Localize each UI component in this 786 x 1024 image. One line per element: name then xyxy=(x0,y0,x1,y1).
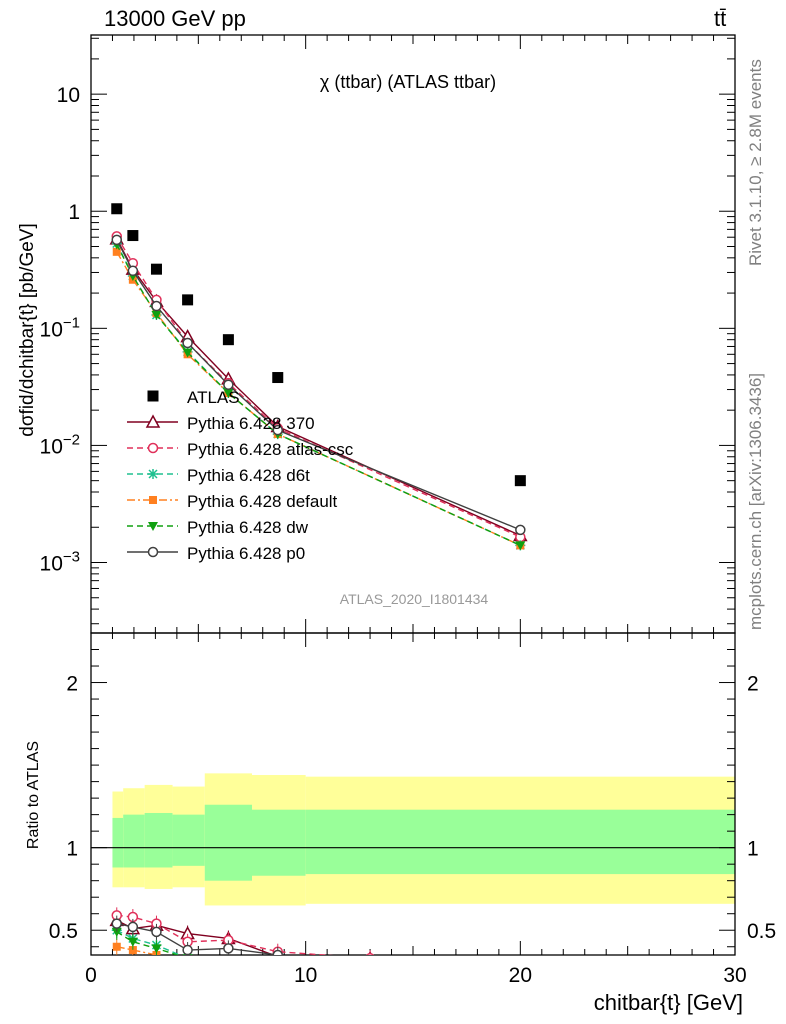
legend-label-ATLAS: ATLAS xyxy=(187,388,240,407)
legend-marker-d6t xyxy=(148,469,158,479)
point-p0 xyxy=(515,524,526,536)
ratio-y-tick-label-right: 0.5 xyxy=(747,920,776,943)
legend-marker-370 xyxy=(145,414,161,428)
ratio-series-group xyxy=(109,907,375,955)
y-axis-label: dσfid/dchitbar{t} [pb/GeV] xyxy=(17,223,38,436)
legend-marker-default xyxy=(149,496,157,504)
uncertainty-band-inner xyxy=(144,812,173,868)
point-ATLAS xyxy=(150,263,162,275)
uncertainty-band-inner xyxy=(252,809,306,876)
x-tick-label: 0 xyxy=(85,964,97,987)
point-ATLAS xyxy=(111,203,123,215)
x-axis-label: chitbar{t} [GeV] xyxy=(594,990,743,1015)
uncertainty-band-inner xyxy=(123,814,145,868)
ratio-point-default xyxy=(128,946,137,955)
legend-marker-atlas-csc xyxy=(147,442,159,454)
ratio-point-p0 xyxy=(182,944,193,955)
legend-marker-p0 xyxy=(147,546,159,558)
point-p0 xyxy=(151,300,162,312)
point-ATLAS xyxy=(514,475,526,487)
legend-label-atlas-csc: Pythia 6.428 atlas-csc xyxy=(187,440,354,459)
ratio-y-tick-label-right: 1 xyxy=(747,838,759,861)
header-left: 13000 GeV pp xyxy=(104,6,246,31)
y-tick-label: 10 xyxy=(57,84,80,107)
ratio-point-p0 xyxy=(223,943,234,954)
ratio-y-tick-label: 0.5 xyxy=(49,920,78,943)
point-p0 xyxy=(272,424,284,436)
y-tick-label: 10−3 xyxy=(40,549,80,576)
ratio-line-d6t xyxy=(116,929,182,955)
y-tick-label: 10−1 xyxy=(40,314,80,341)
point-dw xyxy=(515,541,526,551)
point-p0 xyxy=(127,265,139,277)
legend-label-dw: Pythia 6.428 dw xyxy=(187,518,309,537)
ratio-y-tick-label-right: 2 xyxy=(747,673,759,696)
x-tick-label: 30 xyxy=(723,964,746,987)
ratio-point-dw xyxy=(151,944,162,954)
legend-label-default: Pythia 6.428 default xyxy=(187,492,338,511)
point-default xyxy=(112,247,121,256)
point-dw xyxy=(151,310,162,320)
point-dw xyxy=(223,389,234,399)
ratio-point-dw xyxy=(182,954,193,955)
y-tick-label: 10−2 xyxy=(40,431,80,458)
legend-label-370: Pythia 6.428 370 xyxy=(187,414,315,433)
point-p0 xyxy=(223,379,234,390)
analysis-watermark: ATLAS_2020_I1801434 xyxy=(340,591,489,607)
uncertainty-band-inner xyxy=(305,809,735,875)
uncertainty-band-inner xyxy=(172,814,205,866)
point-ATLAS xyxy=(182,294,194,306)
point-ATLAS xyxy=(222,334,234,346)
ratio-point-p0 xyxy=(151,926,162,938)
ratio-line-p0 xyxy=(116,922,278,955)
legend-marker-ATLAS xyxy=(147,390,159,402)
legend-marker-dw xyxy=(148,522,158,531)
ratio-point-default xyxy=(112,942,121,951)
ratio-line-dw xyxy=(116,931,180,955)
ratio-y-tick-label: 1 xyxy=(66,838,78,861)
uncertainty-band-inner xyxy=(112,817,124,868)
x-tick-label: 20 xyxy=(509,964,532,987)
point-ATLAS xyxy=(272,372,284,384)
ratio-point-dw xyxy=(127,937,138,947)
ratio-point-p0 xyxy=(127,921,139,933)
legend-label-p0: Pythia 6.428 p0 xyxy=(187,544,305,563)
point-dw xyxy=(182,348,193,358)
x-tick-label: 10 xyxy=(294,964,317,987)
header-right: tt̄ xyxy=(714,6,727,31)
ratio-y-tick-label: 2 xyxy=(66,673,78,696)
ratio-point-p0 xyxy=(272,949,284,955)
chart-title: χ (ttbar) (ATLAS ttbar) xyxy=(320,72,496,92)
uncertainty-band-inner xyxy=(204,804,252,881)
y-tick-label: 1 xyxy=(68,201,80,224)
series-line-p0 xyxy=(116,239,521,531)
point-p0 xyxy=(182,337,193,349)
ratio-y-axis-label: Ratio to ATLAS xyxy=(25,741,42,849)
point-ATLAS xyxy=(127,230,139,242)
ratio-point-p0 xyxy=(111,918,123,929)
legend-label-d6t: Pythia 6.428 d6t xyxy=(187,466,310,485)
point-p0 xyxy=(111,234,123,246)
ratio-point-dw xyxy=(111,927,122,937)
ratio-point-atlas-csc xyxy=(365,953,375,955)
